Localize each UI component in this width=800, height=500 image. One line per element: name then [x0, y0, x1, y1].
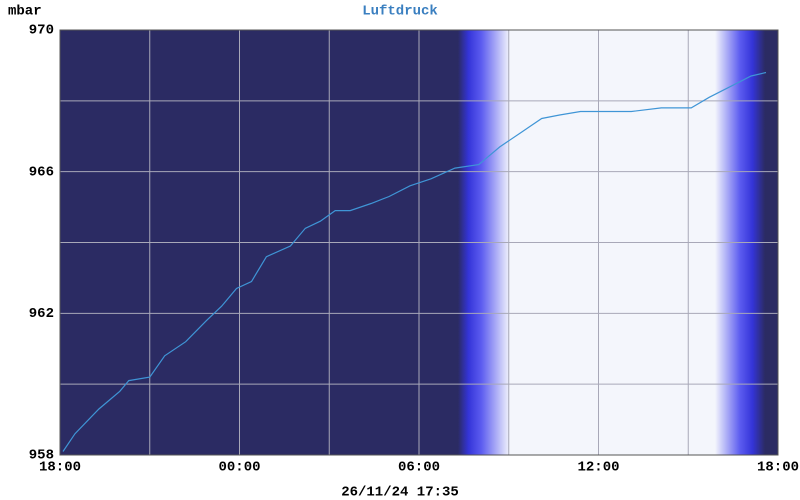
y-tick-label: 966 [29, 164, 54, 180]
x-tick-label: 00:00 [218, 460, 260, 476]
footer: 26/11/24 17:35 [341, 485, 459, 500]
plot-frame [59, 29, 779, 456]
data-line [62, 71, 767, 452]
y-tick-label: 958 [29, 448, 54, 464]
x-tick-label: 06:00 [398, 460, 440, 476]
y-tick-label: 970 [29, 23, 54, 39]
y-tick-label: 962 [29, 306, 54, 322]
x-tick-label: 12:00 [577, 460, 619, 476]
chart-title: Luftdruck [362, 4, 438, 20]
x-tick-label: 18:00 [39, 460, 81, 476]
x-tick-label: 18:00 [757, 460, 799, 476]
y-axis-label: mbar [8, 4, 42, 20]
